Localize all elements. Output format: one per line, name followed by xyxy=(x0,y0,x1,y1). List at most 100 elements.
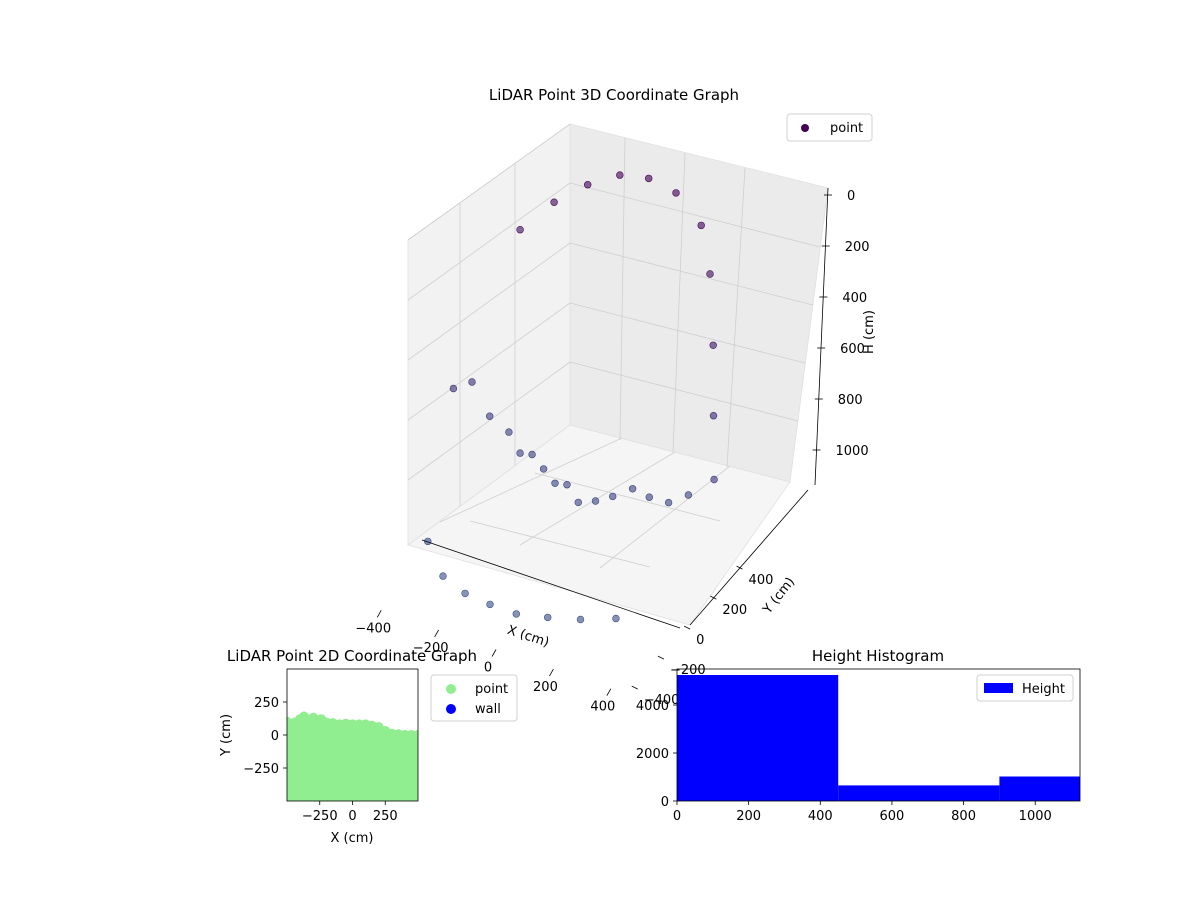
histogram-y-tick-label-2000: 2000 xyxy=(636,747,669,762)
legend-2d-label-point: point xyxy=(475,682,508,697)
point-2d-22 xyxy=(413,730,418,740)
x-tick-3d-0 xyxy=(491,649,497,657)
y-axis-label-2d: Y (cm) xyxy=(219,714,234,757)
data-point-3d-17 xyxy=(439,572,447,580)
x-tick-label-2d--250: −250 xyxy=(302,809,338,824)
data-point-3d-1 xyxy=(468,378,476,386)
y-tick-label-3d--200: −200 xyxy=(670,663,706,678)
x-tick-3d--400 xyxy=(376,610,382,618)
y-tick-label-3d-0: 0 xyxy=(696,633,704,648)
histogram-legend-label: Height xyxy=(1022,682,1065,697)
data-point-3d-18 xyxy=(461,589,469,598)
data-point-3d-33 xyxy=(709,412,718,420)
histogram-ticks: 0 200 400 600 800 1000 0 2000 4000 xyxy=(636,699,1052,824)
y-tick-3d--400 xyxy=(631,685,638,690)
histogram-x-tick-label-400: 400 xyxy=(808,809,833,824)
histogram-bar-2 xyxy=(999,776,1080,801)
chart-3d-title: LiDAR Point 3D Coordinate Graph xyxy=(489,86,739,104)
histogram-panel: Height Histogram 0 200 400 600 800 1000 0 2000 4… xyxy=(636,647,1081,824)
back-right-pane xyxy=(569,123,829,483)
h-tick-label-3d-800: 800 xyxy=(838,393,863,408)
data-point-3d-27 xyxy=(616,171,624,179)
y-tick-3d--200 xyxy=(657,655,665,660)
histogram-x-tick-label-800: 800 xyxy=(951,809,976,824)
legend-3d-frame xyxy=(786,113,873,142)
x-tick-3d-200 xyxy=(549,668,554,677)
h-axis-line xyxy=(814,187,829,486)
histogram-x-tick-label-600: 600 xyxy=(880,809,905,824)
legend-2d-marker-point xyxy=(446,684,456,694)
floor-pane xyxy=(407,424,791,626)
data-point-3d-5 xyxy=(528,450,536,459)
data-point-3d-8 xyxy=(563,481,571,489)
histogram-x-tick-label-0: 0 xyxy=(673,809,681,824)
chart-2d-title: LiDAR Point 2D Coordinate Graph xyxy=(227,647,477,665)
data-point-3d-32 xyxy=(709,341,717,349)
data-point-3d-7 xyxy=(551,479,559,487)
y-tick-label-3d-200: 200 xyxy=(722,603,747,618)
grid-3d xyxy=(407,123,821,569)
histogram-frame xyxy=(676,668,1081,802)
y-tick-label-2d-250: 250 xyxy=(254,696,279,711)
x-tick-3d-400 xyxy=(606,688,612,696)
legend-2d-label-wall: wall xyxy=(475,702,501,717)
data-point-3d-30 xyxy=(697,221,705,230)
y-tick-3d-0 xyxy=(683,625,691,630)
x-ticks-3d: −400 −200 0 200 400 xyxy=(355,610,615,715)
h-tick-label-3d-1000: 1000 xyxy=(836,444,869,459)
histogram-x-tick-label-200: 200 xyxy=(736,809,761,824)
h-tick-label-3d-200: 200 xyxy=(845,240,870,255)
legend-2d-marker-wall xyxy=(446,704,456,714)
y-tick-3d-200 xyxy=(710,595,717,600)
data-point-3d-22 xyxy=(576,615,585,624)
h-tick-label-3d-0: 0 xyxy=(847,189,855,204)
data-point-3d-26 xyxy=(583,181,592,189)
data-point-3d-4 xyxy=(516,449,524,457)
ticks-2d: −250 0 250 250 0 −250 xyxy=(243,696,397,824)
x-tick-label-3d--400: −400 xyxy=(355,621,391,636)
chart-3d-panel: LiDAR Point 3D Coordinate Graph xyxy=(355,86,877,715)
legend-3d-label-point: point xyxy=(830,121,863,136)
y-tick-label-2d-0: 0 xyxy=(271,729,279,744)
histogram-x-tick-label-1000: 1000 xyxy=(1019,809,1052,824)
data-point-3d-23 xyxy=(612,614,620,623)
data-point-3d-13 xyxy=(645,493,653,501)
histogram-bars xyxy=(677,675,1080,801)
data-point-3d-19 xyxy=(486,600,494,609)
legend-3d-marker-point xyxy=(801,124,809,132)
data-point-3d-34 xyxy=(710,475,718,484)
y-tick-3d-400 xyxy=(736,565,743,570)
data-point-3d-31 xyxy=(706,270,714,278)
data-point-3d-25 xyxy=(550,198,558,206)
data-point-3d-10 xyxy=(591,497,600,505)
point-bumps-2d xyxy=(287,711,418,740)
legend-3d: point xyxy=(786,113,873,142)
data-point-3d-20 xyxy=(512,610,520,618)
x-axis-label-2d: X (cm) xyxy=(331,831,374,846)
chart-2d-panel: LiDAR Point 2D Coordinate Graph −250 0 250… xyxy=(219,647,518,846)
data-point-3d-21 xyxy=(543,613,552,622)
data-point-3d-14 xyxy=(664,498,673,507)
data-point-3d-16 xyxy=(424,537,432,546)
data-point-3d-11 xyxy=(608,492,617,501)
y-tick-label-3d-400: 400 xyxy=(749,573,774,588)
data-point-3d-29 xyxy=(672,189,680,197)
data-point-3d-6 xyxy=(539,465,548,473)
y-tick-label-3d--400: −400 xyxy=(644,693,680,708)
x-axis-line xyxy=(421,539,681,629)
x-tick-label-3d-0: 0 xyxy=(484,661,492,676)
x-tick-label-3d-400: 400 xyxy=(590,700,615,715)
data-point-3d-3 xyxy=(505,428,513,436)
h-tick-label-3d-600: 600 xyxy=(840,342,865,357)
histogram-title: Height Histogram xyxy=(812,647,944,665)
h-axis-label-3d: H (cm) xyxy=(862,310,877,354)
data-point-3d-2 xyxy=(486,412,494,420)
point-cloud-3d xyxy=(424,171,718,624)
x-axis-label-3d: X (cm) xyxy=(505,623,551,651)
x-tick-label-2d-250: 250 xyxy=(373,809,398,824)
point-area-2d xyxy=(287,716,418,801)
histogram-y-tick-label-4000: 4000 xyxy=(636,699,669,714)
data-point-3d-0 xyxy=(449,384,458,393)
